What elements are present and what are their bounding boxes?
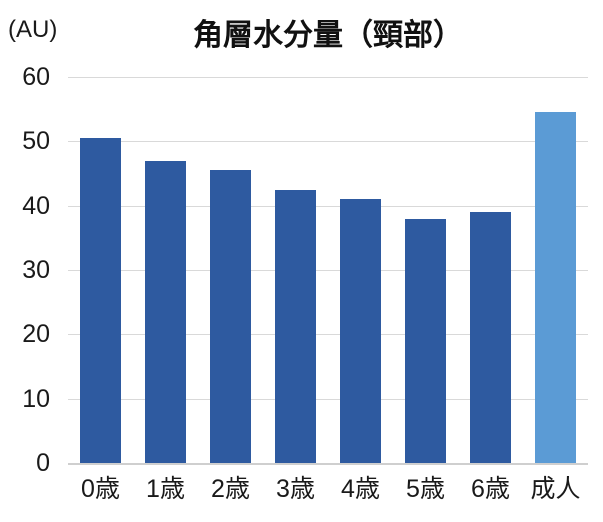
bars-container <box>68 77 588 463</box>
x-tick-label: 4歳 <box>341 475 380 503</box>
x-tick-label: 6歳 <box>471 475 510 503</box>
gridline <box>68 205 588 207</box>
y-tick-label: 40 <box>22 191 50 220</box>
y-tick-label: 0 <box>36 449 50 477</box>
bar-4 <box>340 199 381 463</box>
plot-area <box>68 77 588 465</box>
x-tick-label: 2歳 <box>211 475 250 503</box>
x-tick-label: 0歳 <box>81 475 120 503</box>
gridline <box>68 141 588 143</box>
y-axis: 0 10 20 30 40 50 60 <box>0 63 56 477</box>
gridline <box>68 334 588 336</box>
y-tick-label: 50 <box>22 127 50 156</box>
gridline <box>68 270 588 271</box>
bar-7 <box>535 112 576 463</box>
y-tick-label: 20 <box>22 320 50 349</box>
x-tick-label: 3歳 <box>276 475 315 503</box>
y-tick-label: 60 <box>22 63 50 91</box>
bar-2 <box>210 170 251 463</box>
bar-3 <box>275 189 316 463</box>
bar-1 <box>145 160 186 463</box>
bar-0 <box>80 138 121 463</box>
y-axis-unit-label: (AU) <box>8 16 58 43</box>
chart-title: 角層水分量（頸部） <box>193 19 463 52</box>
y-tick-label: 30 <box>22 256 50 284</box>
x-tick-label: 1歳 <box>146 475 185 503</box>
bar-6 <box>470 212 511 463</box>
gridline <box>68 77 588 78</box>
y-tick-label: 10 <box>22 384 50 413</box>
x-axis: 0歳 1歳 2歳 3歳 4歳 5歳 6歳 成人 <box>68 471 588 507</box>
x-tick-label: 成人 <box>530 475 581 503</box>
bar-5 <box>405 218 446 463</box>
gridline <box>68 398 588 400</box>
x-tick-label: 5歳 <box>406 475 445 503</box>
